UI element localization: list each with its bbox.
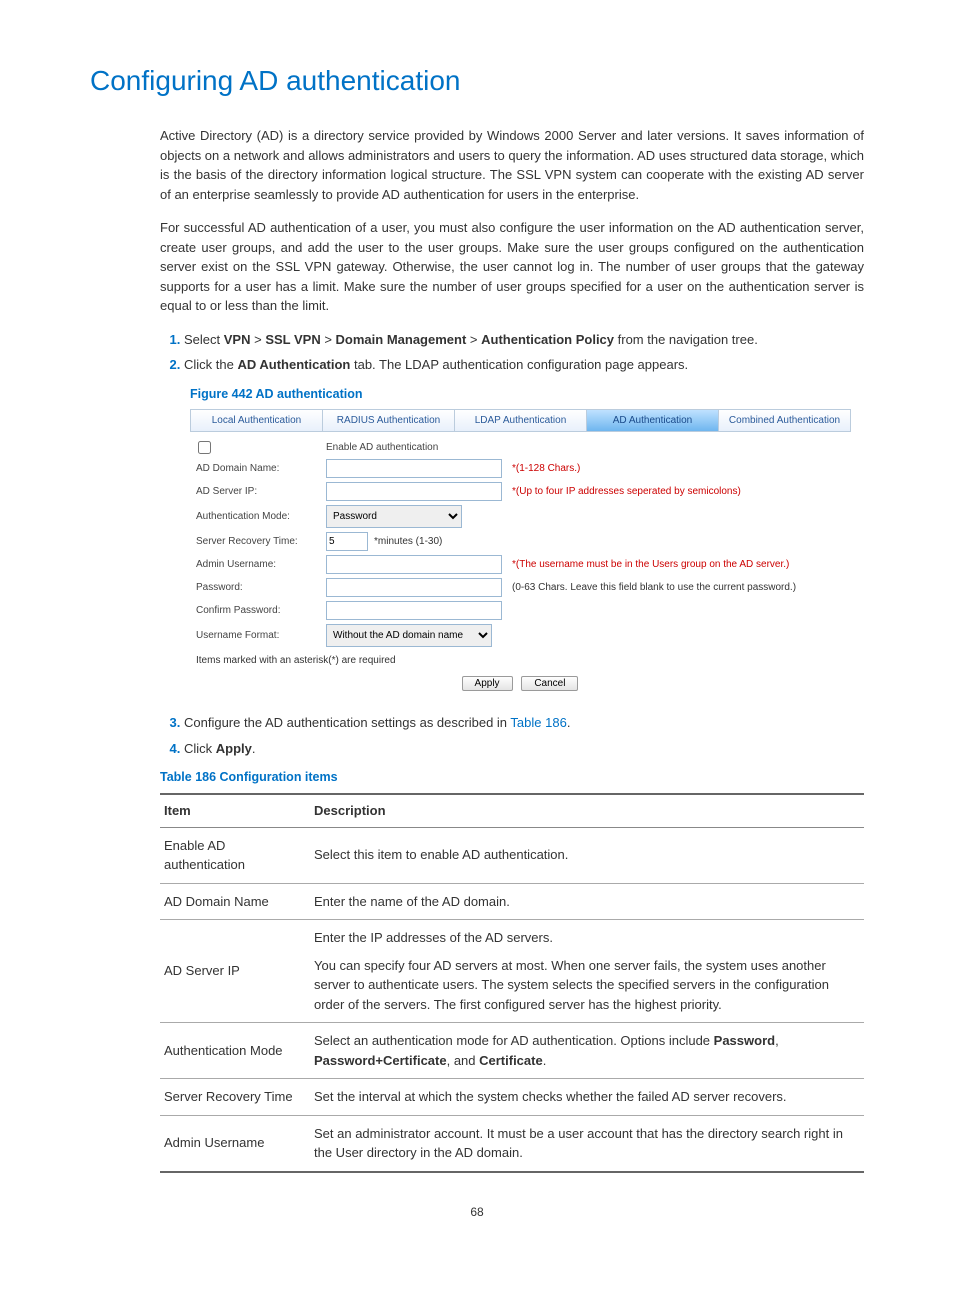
ad-server-ip-label: AD Server IP: (194, 484, 326, 499)
required-note: Items marked with an asterisk(*) are req… (194, 649, 846, 672)
username-format-select[interactable]: Without the AD domain name (326, 624, 492, 647)
table-row: Enable AD authentication Select this ite… (160, 827, 864, 883)
password-label: Password: (194, 580, 326, 595)
recovery-time-input[interactable] (326, 532, 368, 551)
cfg-item: AD Server IP (160, 920, 310, 1023)
figure-caption: Figure 442 AD authentication (190, 385, 864, 404)
admin-username-hint: *(The username must be in the Users grou… (506, 557, 789, 572)
page-title: Configuring AD authentication (90, 60, 864, 102)
table-caption: Table 186 Configuration items (160, 768, 864, 787)
recovery-time-hint: *minutes (1-30) (368, 536, 442, 547)
col-desc-header: Description (310, 794, 864, 827)
auth-mode-label: Authentication Mode: (194, 509, 326, 524)
username-format-label: Username Format: (194, 628, 326, 643)
confirm-password-label: Confirm Password: (194, 603, 326, 618)
intro-paragraph-2: For successful AD authentication of a us… (160, 218, 864, 316)
tab-radius-auth[interactable]: RADIUS Authentication (322, 409, 455, 432)
recovery-time-label: Server Recovery Time: (194, 534, 326, 549)
config-table: Item Description Enable AD authenticatio… (160, 793, 864, 1173)
cfg-item: Enable AD authentication (160, 827, 310, 883)
cfg-desc: Select this item to enable AD authentica… (310, 827, 864, 883)
cfg-desc: Enter the name of the AD domain. (310, 883, 864, 920)
enable-ad-checkbox[interactable] (198, 441, 211, 454)
cfg-desc: Select an authentication mode for AD aut… (310, 1023, 864, 1079)
apply-button[interactable]: Apply (462, 676, 513, 691)
admin-username-label: Admin Username: (194, 557, 326, 572)
page-number: 68 (90, 1203, 864, 1221)
ad-server-ip-input[interactable] (326, 482, 502, 501)
ad-server-ip-hint: *(Up to four IP addresses seperated by s… (506, 484, 741, 499)
step-4: Click Apply. (184, 739, 864, 759)
tab-ldap-auth[interactable]: LDAP Authentication (454, 409, 587, 432)
auth-tabs: Local Authentication RADIUS Authenticati… (190, 409, 850, 432)
confirm-password-input[interactable] (326, 601, 502, 620)
ad-domain-hint: *(1-128 Chars.) (506, 461, 580, 476)
step-2: Click the AD Authentication tab. The LDA… (184, 355, 864, 375)
step-1: Select VPN > SSL VPN > Domain Management… (184, 330, 864, 350)
admin-username-input[interactable] (326, 555, 502, 574)
cfg-desc: Set an administrator account. It must be… (310, 1115, 864, 1172)
ad-domain-input[interactable] (326, 459, 502, 478)
cancel-button[interactable]: Cancel (521, 676, 578, 691)
cfg-desc: Enter the IP addresses of the AD servers… (310, 920, 864, 1023)
ad-domain-label: AD Domain Name: (194, 461, 326, 476)
tab-local-auth[interactable]: Local Authentication (190, 409, 323, 432)
intro-paragraph-1: Active Directory (AD) is a directory ser… (160, 126, 864, 204)
ad-auth-screenshot: Local Authentication RADIUS Authenticati… (190, 409, 850, 699)
cfg-item: Server Recovery Time (160, 1079, 310, 1116)
tab-combined-auth[interactable]: Combined Authentication (718, 409, 851, 432)
tab-ad-auth[interactable]: AD Authentication (586, 409, 719, 432)
password-hint: (0-63 Chars. Leave this field blank to u… (506, 580, 796, 595)
password-input[interactable] (326, 578, 502, 597)
table-row: AD Domain Name Enter the name of the AD … (160, 883, 864, 920)
table-row: AD Server IP Enter the IP addresses of t… (160, 920, 864, 1023)
cfg-desc: Set the interval at which the system che… (310, 1079, 864, 1116)
step-3: Configure the AD authentication settings… (184, 713, 864, 733)
table-row: Server Recovery Time Set the interval at… (160, 1079, 864, 1116)
cfg-item: Admin Username (160, 1115, 310, 1172)
table-row: Authentication Mode Select an authentica… (160, 1023, 864, 1079)
table-186-link[interactable]: Table 186 (510, 715, 566, 730)
col-item-header: Item (160, 794, 310, 827)
table-row: Admin Username Set an administrator acco… (160, 1115, 864, 1172)
cfg-item: Authentication Mode (160, 1023, 310, 1079)
auth-mode-select[interactable]: Password (326, 505, 462, 528)
enable-ad-label: Enable AD authentication (326, 440, 438, 455)
cfg-item: AD Domain Name (160, 883, 310, 920)
